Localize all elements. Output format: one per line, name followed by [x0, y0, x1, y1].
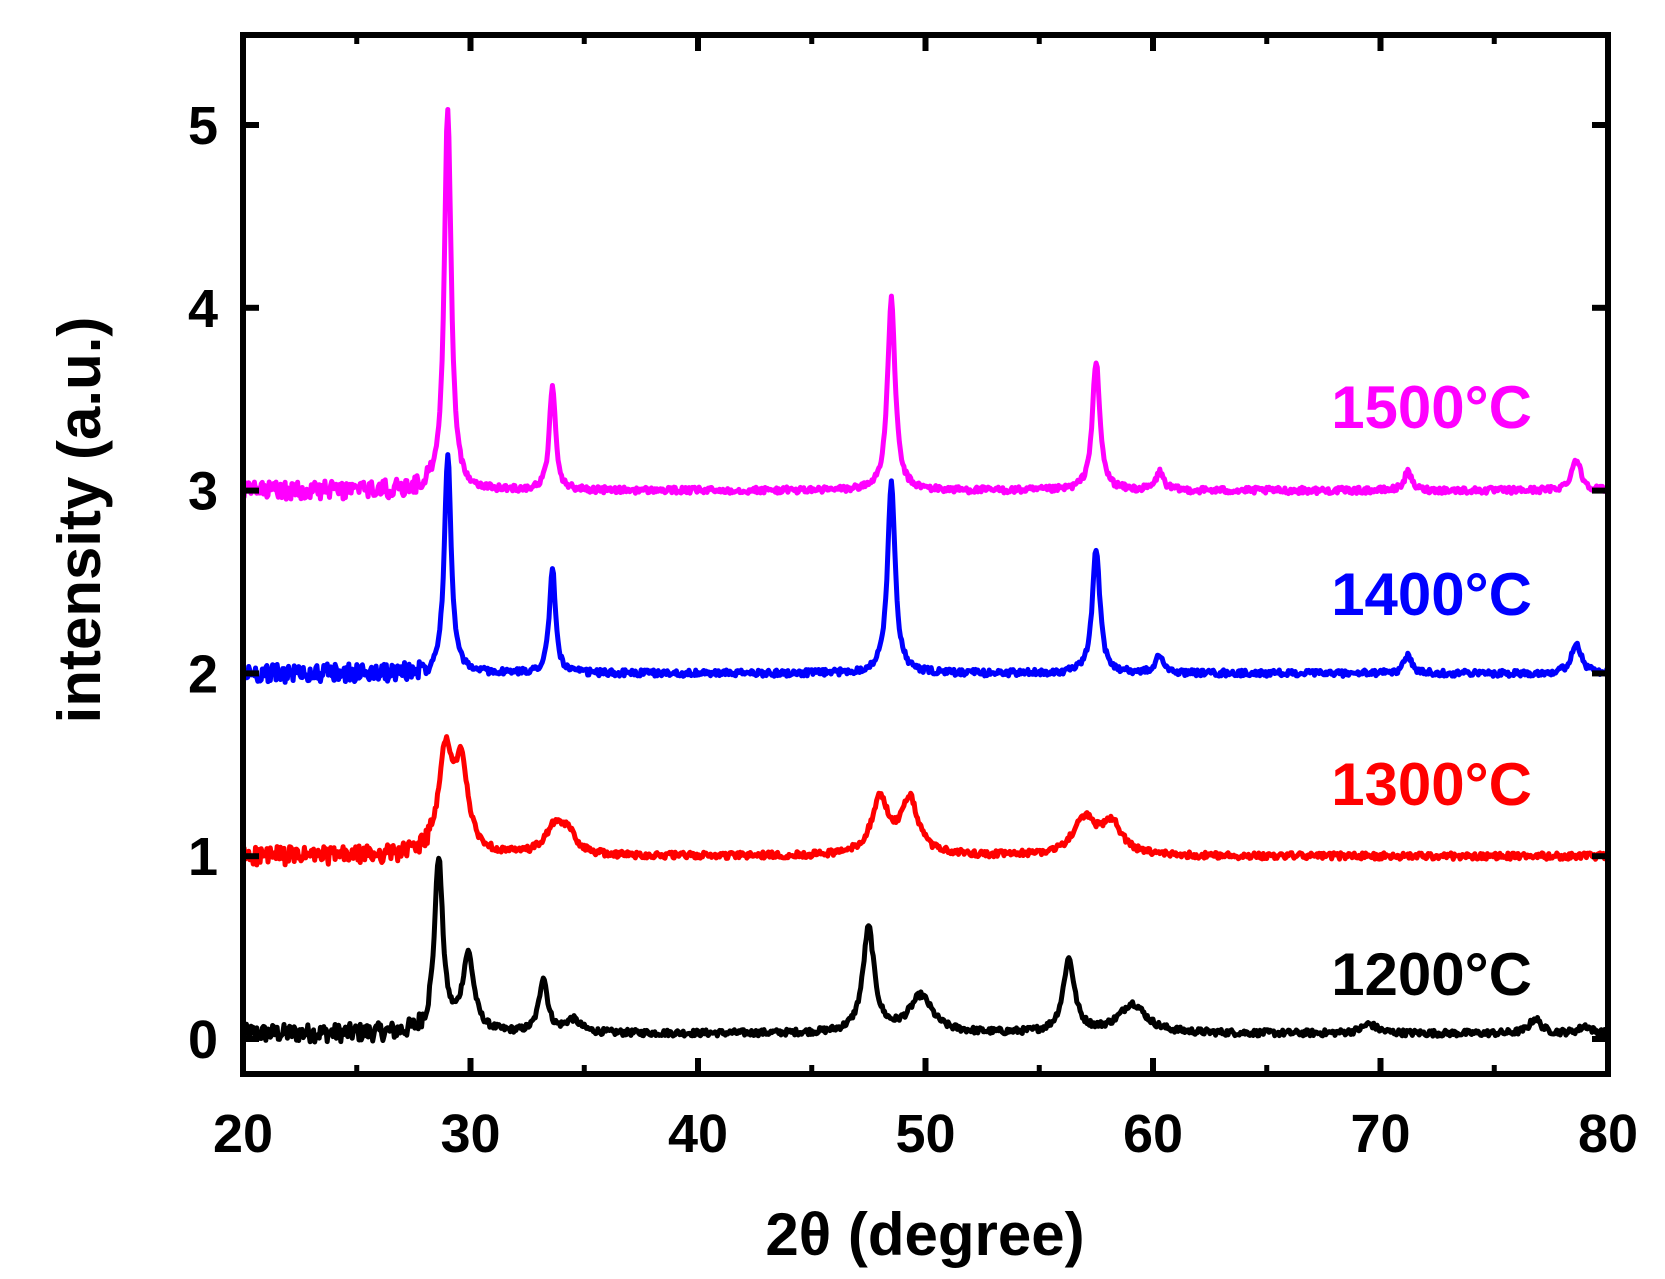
- series-layer: [240, 107, 1611, 1045]
- x-axis-title: 2θ (degree): [765, 1201, 1084, 1268]
- y-tick-label: 2: [188, 644, 218, 704]
- x-tick-label: 50: [895, 1104, 955, 1164]
- y-tick-label: 1: [188, 827, 218, 887]
- series-1500-line: [240, 107, 1610, 502]
- y-tick-label: 4: [188, 279, 218, 339]
- y-axis-title: intensity (a.u.): [46, 317, 113, 724]
- x-tick-label: 70: [1350, 1104, 1410, 1164]
- series-1300-line: [240, 734, 1611, 868]
- x-tick-label: 60: [1123, 1104, 1183, 1164]
- tick-layer: 20 30 40 50 60 70 80 0 1 2 3 4 5: [188, 35, 1638, 1164]
- series-1400-line: [240, 452, 1610, 685]
- series-label-1300: 1300°C: [1331, 751, 1532, 818]
- series-label-1400: 1400°C: [1331, 561, 1532, 628]
- x-tick-label: 20: [213, 1104, 273, 1164]
- y-tick-label: 5: [188, 96, 218, 156]
- series-label-1200: 1200°C: [1331, 941, 1532, 1008]
- x-tick-label: 80: [1578, 1104, 1638, 1164]
- series-1200-line: [240, 855, 1610, 1045]
- x-tick-label: 30: [440, 1104, 500, 1164]
- series-label-1500: 1500°C: [1331, 374, 1532, 441]
- label-layer: 1500°C 1400°C 1300°C 1200°C: [1331, 374, 1532, 1008]
- x-tick-label: 40: [668, 1104, 728, 1164]
- y-tick-label: 3: [188, 462, 218, 522]
- y-tick-label: 0: [188, 1010, 218, 1070]
